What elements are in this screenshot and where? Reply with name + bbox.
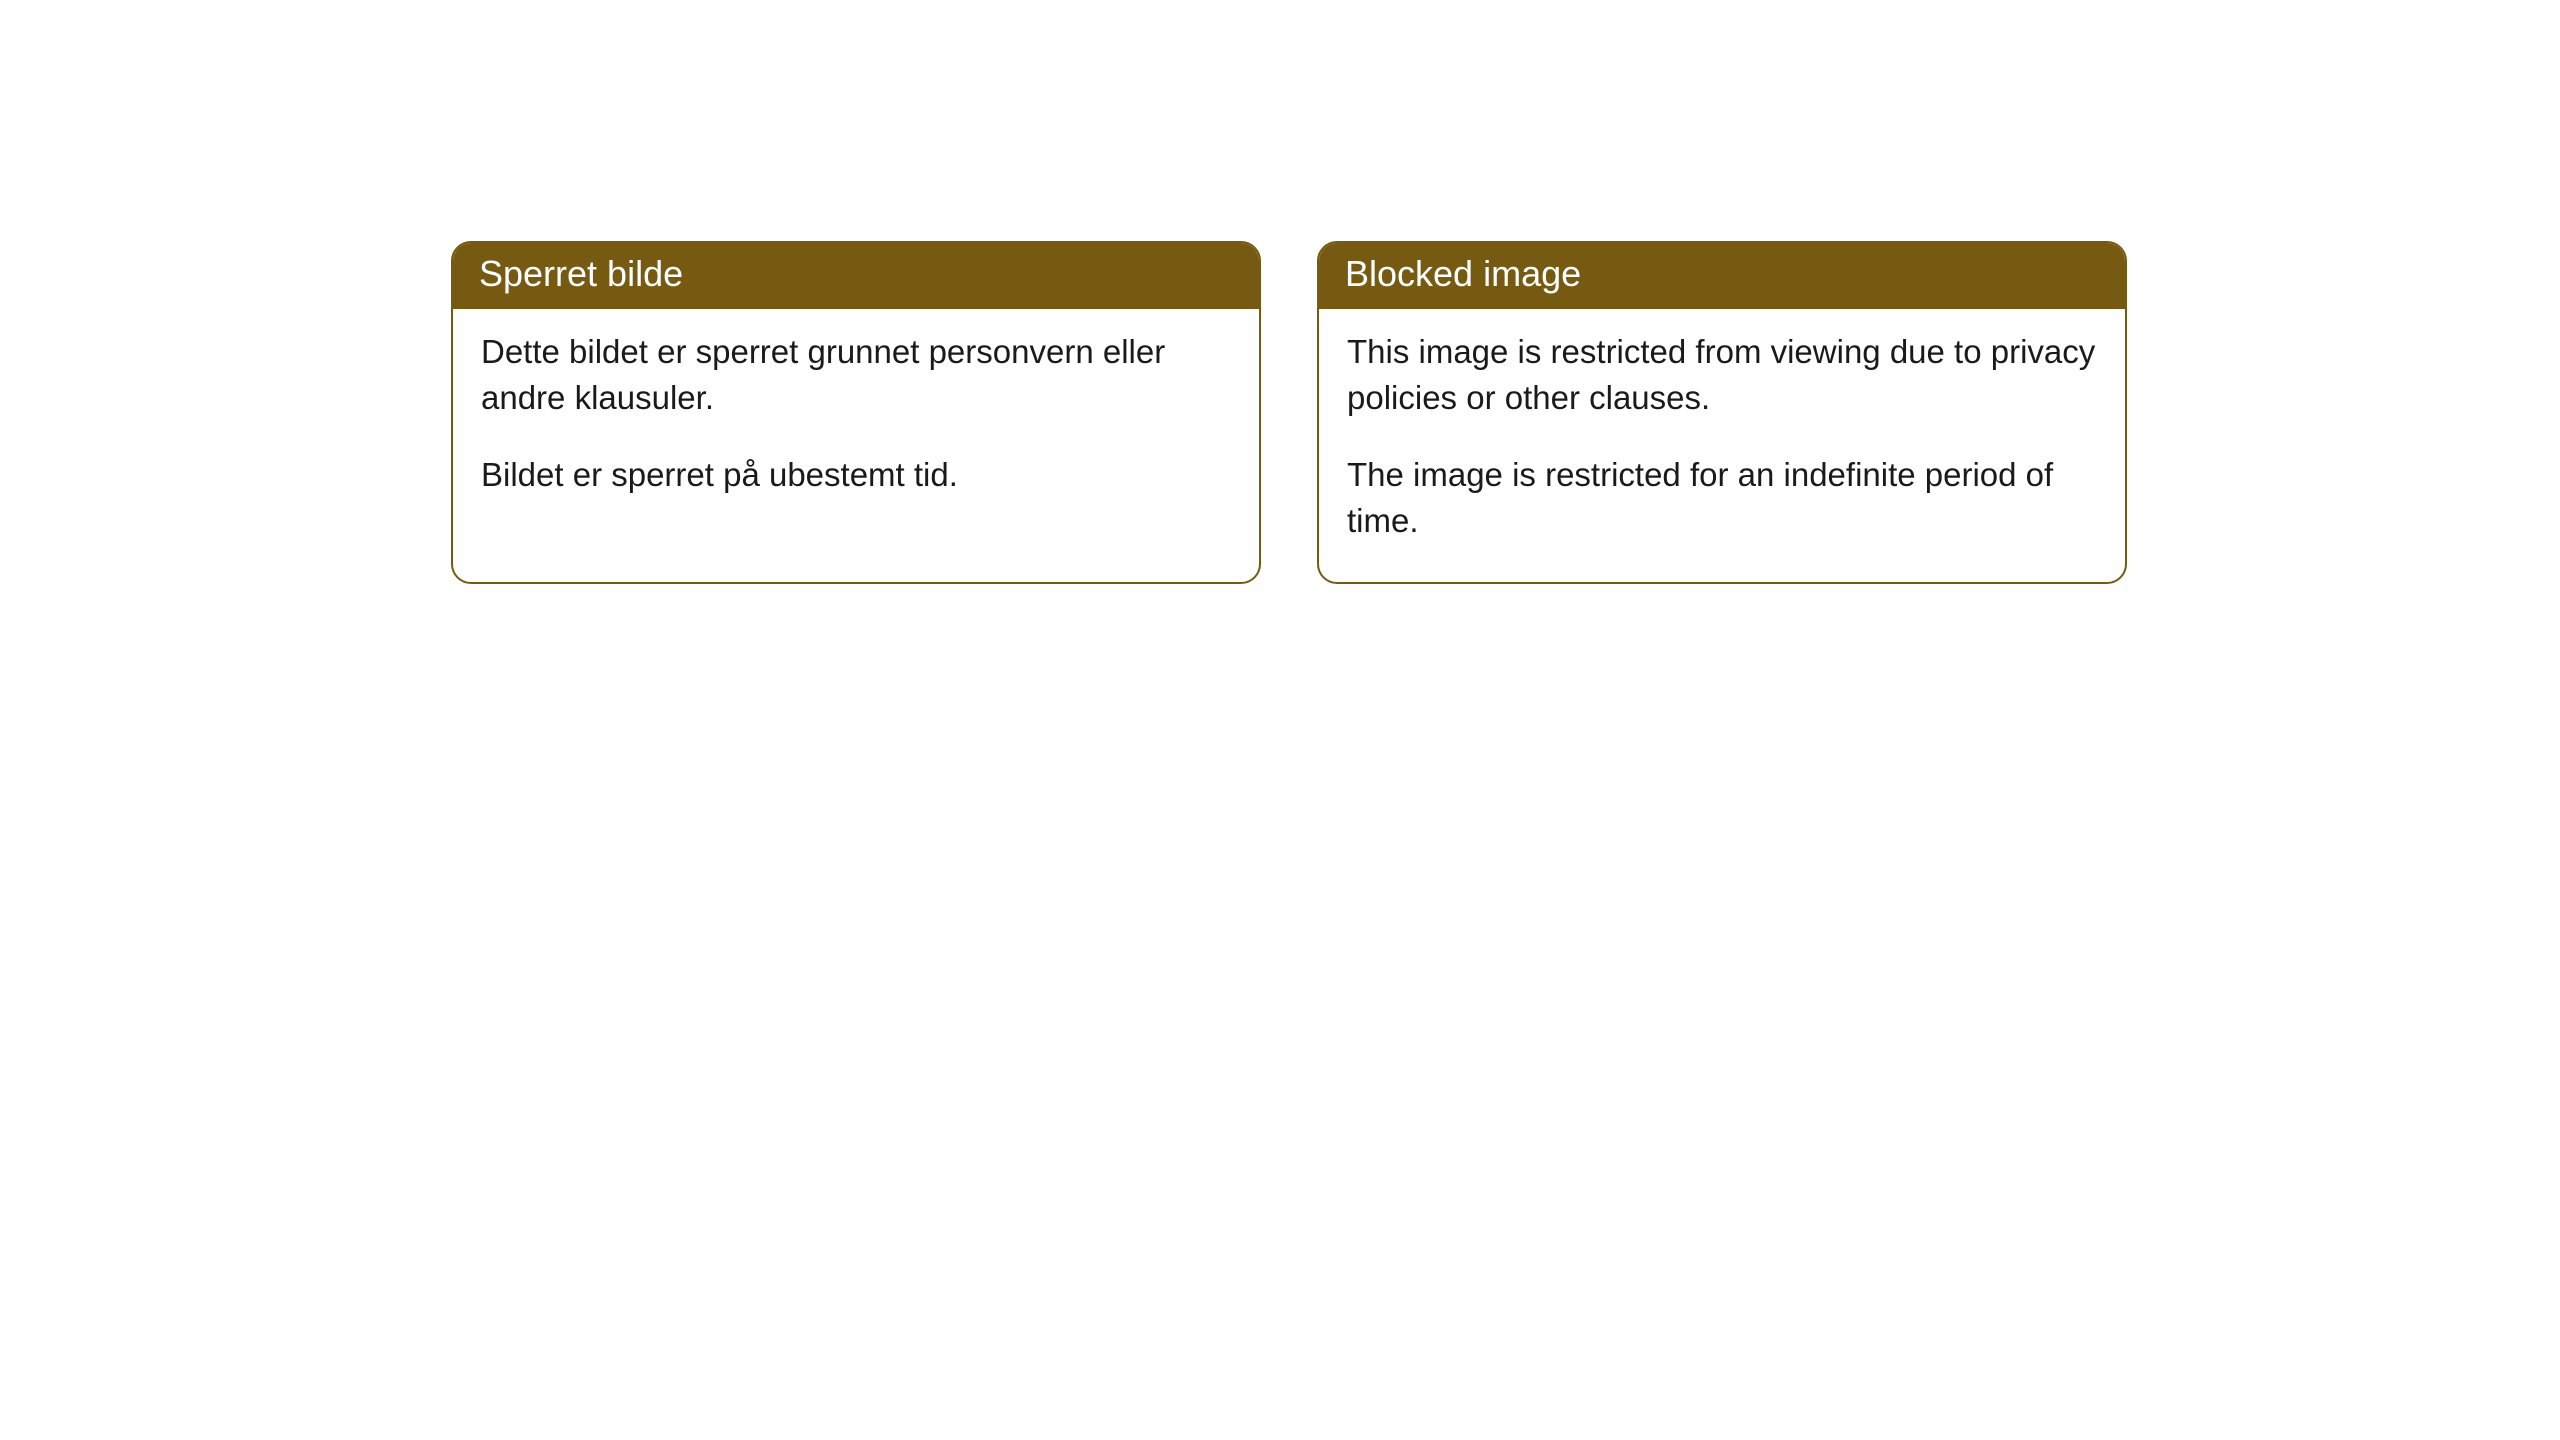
notice-card-norwegian: Sperret bilde Dette bildet er sperret gr… [451, 241, 1261, 584]
card-header-english: Blocked image [1319, 243, 2125, 309]
card-text-english-p1: This image is restricted from viewing du… [1347, 329, 2097, 420]
card-text-norwegian-p1: Dette bildet er sperret grunnet personve… [481, 329, 1231, 420]
card-text-norwegian-p2: Bildet er sperret på ubestemt tid. [481, 452, 1231, 498]
card-header-norwegian: Sperret bilde [453, 243, 1259, 309]
card-text-english-p2: The image is restricted for an indefinit… [1347, 452, 2097, 543]
notice-card-english: Blocked image This image is restricted f… [1317, 241, 2127, 584]
card-body-english: This image is restricted from viewing du… [1319, 309, 2125, 581]
card-body-norwegian: Dette bildet er sperret grunnet personve… [453, 309, 1259, 582]
notice-cards-container: Sperret bilde Dette bildet er sperret gr… [451, 241, 2127, 584]
